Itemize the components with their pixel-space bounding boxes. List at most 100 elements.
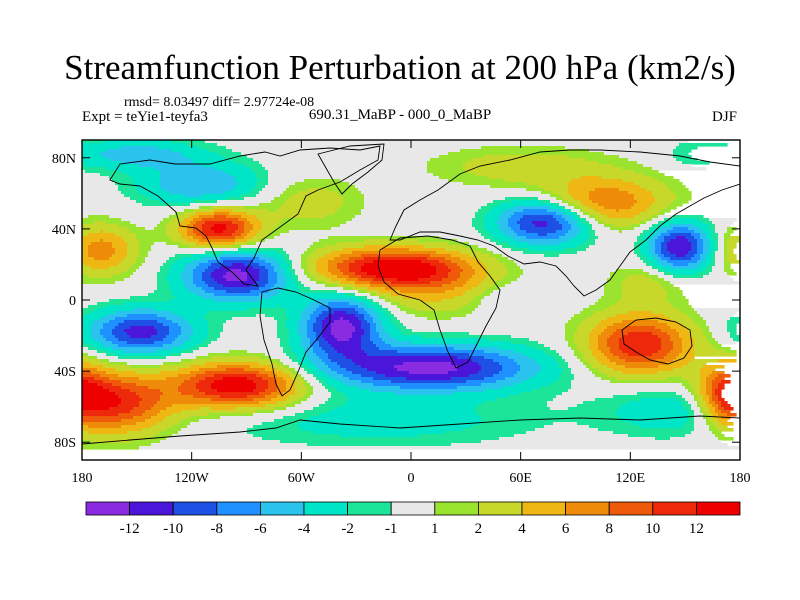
field-cell (457, 368, 482, 372)
field-cell (286, 383, 296, 387)
field-cell (418, 434, 515, 438)
field-cell (724, 245, 728, 249)
field-cell (97, 368, 116, 372)
field-cell (292, 371, 299, 375)
field-cell (379, 290, 401, 294)
field-cell (316, 281, 326, 285)
field-cell (181, 329, 194, 333)
field-cell (196, 293, 215, 297)
field-cell (520, 365, 542, 369)
field-cell (475, 272, 488, 276)
field-cell (484, 155, 569, 159)
field-cell (481, 299, 599, 303)
field-cell (565, 212, 575, 216)
field-cell (190, 203, 260, 207)
field-cell (553, 356, 563, 360)
colorbar-swatch (259, 501, 305, 516)
field-cell (202, 296, 272, 300)
field-cell (364, 203, 488, 207)
field-cell (121, 419, 146, 423)
field-cell (313, 392, 332, 396)
field-cell (94, 377, 110, 381)
field-cell (112, 254, 128, 258)
field-cell (322, 383, 329, 387)
field-cell (565, 206, 575, 210)
field-cell (181, 278, 194, 282)
field-cell (232, 233, 242, 237)
field-cell (376, 326, 386, 330)
field-cell (301, 263, 308, 267)
field-cell (709, 425, 716, 429)
field-cell (712, 269, 725, 273)
field-cell (604, 287, 623, 291)
field-cell (490, 254, 503, 258)
field-cell (478, 284, 494, 288)
field-cell (214, 293, 260, 297)
field-cell (571, 227, 581, 231)
field-cell (694, 413, 704, 417)
field-cell (568, 389, 689, 393)
field-cell (187, 425, 254, 429)
field-cell (274, 407, 287, 411)
field-cell (601, 371, 623, 375)
field-cell (622, 167, 653, 171)
field-cell (475, 407, 551, 411)
field-cell (724, 242, 728, 246)
field-cell (610, 227, 635, 231)
field-cell (712, 236, 719, 240)
field-cell (430, 254, 452, 258)
field-cell (715, 248, 719, 252)
field-cell (244, 236, 254, 240)
field-cell (706, 254, 713, 258)
field-cell (601, 377, 617, 381)
field-cell (619, 344, 662, 348)
field-cell (298, 278, 311, 282)
field-cell (82, 143, 188, 147)
field-cell (481, 440, 722, 444)
field-cell (247, 395, 266, 399)
field-cell (337, 389, 371, 393)
field-cell (124, 302, 311, 306)
field-cell (193, 260, 209, 264)
field-cell (460, 149, 590, 153)
field-cell (160, 182, 239, 186)
field-cell (169, 299, 215, 303)
field-cell (355, 215, 476, 219)
field-cell (223, 275, 248, 279)
field-cell (400, 329, 413, 333)
field-cell (127, 314, 158, 318)
field-cell (292, 350, 305, 354)
field-cell (331, 395, 347, 399)
field-cell (715, 392, 722, 396)
field-cell (130, 176, 161, 180)
field-cell (298, 275, 308, 279)
field-cell (568, 407, 620, 411)
field-cell (667, 323, 683, 327)
field-cell (685, 434, 716, 438)
field-cell (82, 212, 176, 216)
field-cell (169, 329, 182, 333)
field-cell (694, 425, 710, 429)
x-tick-label: 180 (72, 471, 93, 486)
field-cell (151, 425, 173, 429)
field-cell (589, 197, 635, 201)
field-cell (688, 362, 707, 366)
field-cell (715, 410, 722, 414)
field-cell (460, 275, 473, 279)
field-cell (646, 275, 659, 279)
field-cell (691, 257, 701, 261)
field-cell (172, 149, 209, 153)
coast-africa (377, 235, 501, 369)
field-cell (607, 326, 626, 330)
field-cell (232, 245, 242, 249)
field-cell (292, 359, 299, 363)
field-cell (328, 365, 341, 369)
field-cell (175, 296, 203, 300)
field-cell (541, 365, 560, 369)
field-cell (565, 332, 575, 336)
field-cell (727, 413, 737, 417)
field-cell (712, 404, 719, 408)
field-cell (154, 227, 167, 231)
field-cell (718, 239, 725, 243)
field-cell (382, 320, 392, 324)
